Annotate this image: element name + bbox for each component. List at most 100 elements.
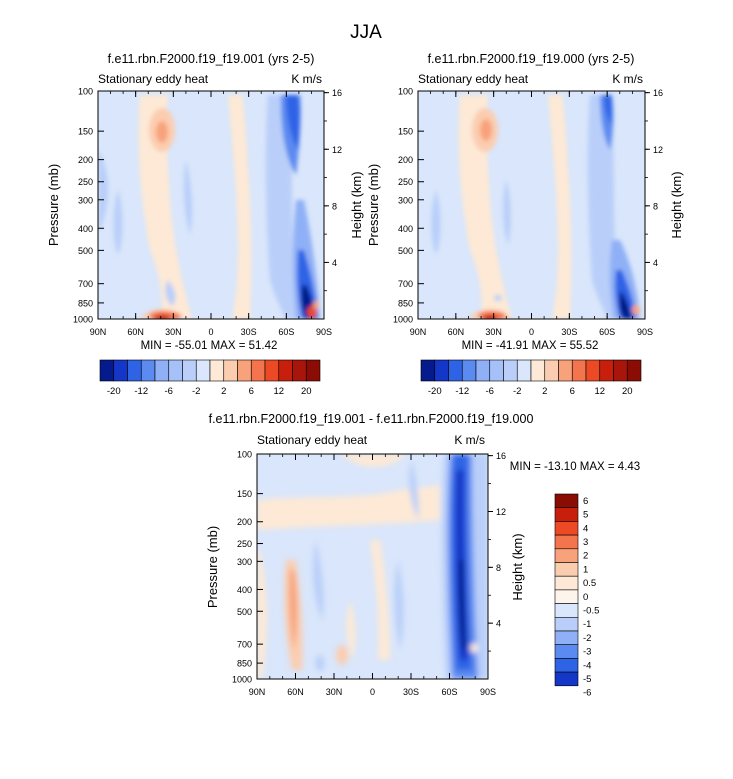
panel-2-y-tick-label: 100 [398,87,413,97]
colorbar-1-box [154,359,170,382]
colorbar-1-box [113,359,128,382]
panel-1-y-tick-label: 100 [78,87,93,97]
colorbar-2-box [420,359,436,382]
panel-3-y-tick-label: 150 [237,489,252,499]
panel-2-title: f.e11.rbn.F2000.f19_f19.000 (yrs 2-5) [428,52,635,66]
panel-3-y-right-tick-label: 4 [496,619,501,629]
panel-3-x-tick-label: 0 [370,687,375,697]
colorbar-3-label: -3 [583,647,591,658]
panel-2-field [418,91,645,319]
panel-1-y-tick-label: 250 [78,177,93,187]
panel-2-right-label: K m/s [612,72,643,86]
panel-1-y-right-tick-label: 12 [332,145,342,155]
panel-3-y-tick-label: 250 [237,539,252,549]
panel-2-x-tick-label: 30S [561,327,577,337]
colorbar-3-box [554,603,579,618]
colorbar-1-box [127,359,142,382]
colorbar-3-box [554,521,579,536]
colorbar-2-label: 6 [570,386,575,397]
panel-2-y-right-tick-label: 8 [653,201,658,211]
colorbar-3-box [554,589,579,604]
colorbar-2-label: 2 [542,386,547,397]
panel-2-stats: MIN = -41.91 MAX = 55.52 [462,340,599,352]
panel-3-y-right-tick-label: 12 [496,507,506,517]
panel-3-y-tick-label: 300 [237,557,252,567]
panel-1-ylabel-right: Height (km) [349,171,364,238]
colorbar-2-box [434,359,449,382]
panel-1-x-tick-label: 60S [278,327,294,337]
panel-2-y-tick-label: 300 [398,195,413,205]
colorbar-2-box [461,359,477,382]
panel-3-y-right-tick-label: 16 [496,451,506,461]
panel-3-ylabel-right: Height (km) [510,533,525,600]
panel-2-y-tick-label: 500 [398,246,413,256]
panel-2-y-tick-label: 1000 [393,315,413,325]
panel-3-field [257,454,488,679]
colorbar-1-box [195,359,211,382]
panel-1-y-tick-label: 400 [78,224,93,234]
colorbar-3-box [554,575,579,591]
panel-1-y-tick-label: 300 [78,195,93,205]
panel-2-y-tick-label: 850 [398,298,413,308]
colorbar-3-box [554,507,579,522]
panel-1-y-tick-label: 200 [78,155,93,165]
colorbar-3-label: -1 [583,619,591,630]
colorbar-1-box [278,359,293,382]
panel-1-y-tick-label: 150 [78,127,93,137]
panel-2-x-tick-label: 90N [410,327,427,337]
panel-3-y-tick-label: 850 [237,659,252,669]
panel-2: f.e11.rbn.F2000.f19_f19.000 (yrs 2-5) St… [366,52,684,352]
colorbar-3-box [554,616,579,632]
colorbar-1-label: 2 [221,386,226,397]
colorbar-1-box [223,359,238,382]
panel-2-ylabel-right: Height (km) [669,171,684,238]
colorbar-1-box [140,359,156,382]
panel-3-y-tick-label: 1000 [232,675,252,685]
colorbar-2-box [571,359,587,382]
colorbar-1-box [182,359,197,382]
panel-3-y-right-tick-label: 8 [496,563,501,573]
panel-2-x-tick-label: 60S [599,327,615,337]
panel-3-y-tick-label: 200 [237,517,252,527]
panel-1-stats: MIN = -55.01 MAX = 51.42 [141,340,278,352]
panel-2-x-tick-label: 0 [529,327,534,337]
panel-2-ylabel: Pressure (mb) [366,164,381,246]
colorbar-2-box [516,359,532,382]
axes-and-colorbars: 90N 60N 30N 0 30S 60S 90S100150200250300400500… [73,87,663,699]
panel-1-title: f.e11.rbn.F2000.f19_f19.001 (yrs 2-5) [108,52,315,66]
colorbar-1-label: 6 [249,386,254,397]
colorbar-2-label: -12 [455,386,469,397]
panel-3-x-tick-label: 60S [441,687,457,697]
panel-1-y-tick-label: 500 [78,246,93,256]
panel-2-y-right-tick-label: 16 [653,88,663,98]
colorbar-1-label: -2 [192,386,200,397]
colorbar-1-label: 12 [273,386,284,397]
panel-1-x-tick-label: 30N [165,327,182,337]
colorbar-1-box [99,359,115,382]
colorbar-3-label: 2 [583,551,588,562]
colorbar-3-box [554,644,579,659]
colorbar-2-label: 20 [622,386,633,397]
panel-2-y-tick-label: 200 [398,155,413,165]
colorbar-1-box [264,359,280,382]
panel-2-y-right-tick-label: 12 [653,145,663,155]
panel-1-field [98,91,324,319]
panel-1-y-right-tick-label: 8 [332,201,337,211]
colorbar-3-label: 0 [583,592,588,603]
colorbar-3-label: 3 [583,537,588,548]
colorbar-3-box [554,548,579,563]
colorbar-2-box [544,359,559,382]
panel-3-x-tick-label: 90N [249,687,266,697]
panel-3-x-tick-label: 90S [480,687,496,697]
panel-2-x-tick-label: 60N [448,327,465,337]
colorbar-1-box [305,359,321,382]
colorbar-3-box [554,658,579,673]
panel-1-left-label: Stationary eddy heat [98,72,209,86]
colorbar-2-box [613,359,628,382]
colorbar-3-label: -4 [583,660,591,671]
panel-2-left-label: Stationary eddy heat [418,72,529,86]
colorbar-3-label: 1 [583,564,588,575]
colorbar-2-box [599,359,614,382]
